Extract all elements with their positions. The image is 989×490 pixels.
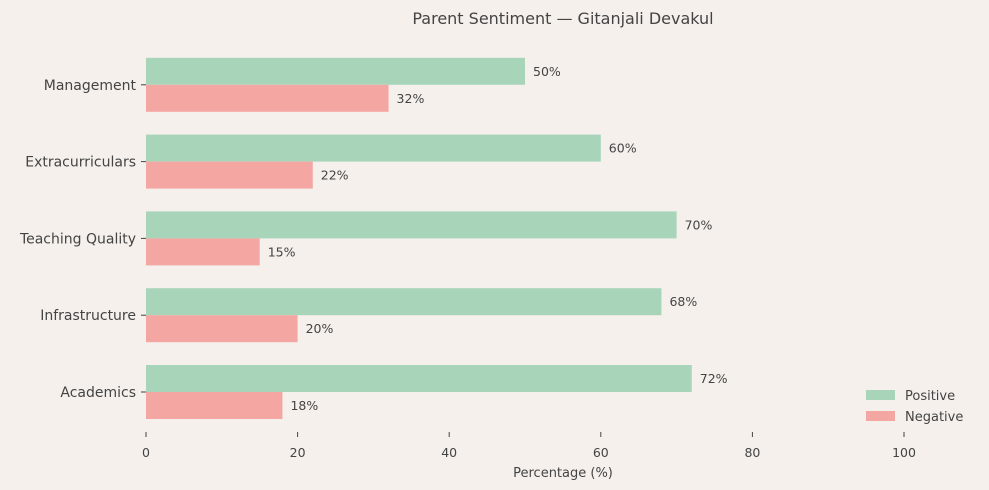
legend-swatch bbox=[866, 411, 895, 421]
x-tick-label: 100 bbox=[892, 445, 916, 460]
bar-negative bbox=[146, 392, 283, 419]
legend: Positive Negative bbox=[866, 389, 963, 425]
data-label: 32% bbox=[397, 91, 425, 106]
bar-positive bbox=[146, 57, 525, 85]
y-tick-label: Extracurriculars bbox=[25, 155, 136, 171]
y-tick-label: Academics bbox=[60, 385, 136, 401]
bar-positive bbox=[146, 211, 677, 239]
x-tick-label: 0 bbox=[142, 445, 150, 460]
legend-label: Negative bbox=[905, 410, 963, 425]
data-label: 60% bbox=[609, 141, 637, 156]
bar-negative bbox=[146, 315, 298, 343]
y-tick-label: Management bbox=[44, 78, 137, 94]
plot-area: Academics 72% 18% Infrastructure 68% 20% Teach… bbox=[19, 57, 916, 460]
y-tick-label: Teaching Quality bbox=[19, 231, 136, 247]
legend-label: Positive bbox=[905, 389, 955, 404]
bar-negative bbox=[146, 84, 389, 112]
data-label: 18% bbox=[290, 398, 318, 413]
chart-title: Parent Sentiment — Gitanjali Devakul bbox=[412, 9, 713, 28]
bar-positive bbox=[146, 365, 692, 392]
y-tick-label: Infrastructure bbox=[40, 308, 136, 324]
x-axis-label: Percentage (%) bbox=[513, 466, 613, 481]
data-label: 72% bbox=[700, 371, 728, 386]
bar-positive bbox=[146, 288, 662, 316]
bar-negative bbox=[146, 238, 260, 266]
bar-negative bbox=[146, 161, 313, 189]
x-tick-label: 20 bbox=[290, 445, 306, 460]
legend-swatch bbox=[866, 390, 895, 400]
data-label: 15% bbox=[268, 244, 296, 259]
data-label: 70% bbox=[685, 217, 713, 232]
data-label: 20% bbox=[306, 321, 334, 336]
data-label: 22% bbox=[321, 168, 349, 183]
data-label: 50% bbox=[533, 64, 561, 79]
x-tick-label: 80 bbox=[744, 445, 760, 460]
bar-positive bbox=[146, 134, 601, 162]
x-tick-label: 60 bbox=[593, 445, 609, 460]
x-tick-label: 40 bbox=[441, 445, 457, 460]
data-label: 68% bbox=[669, 294, 697, 309]
